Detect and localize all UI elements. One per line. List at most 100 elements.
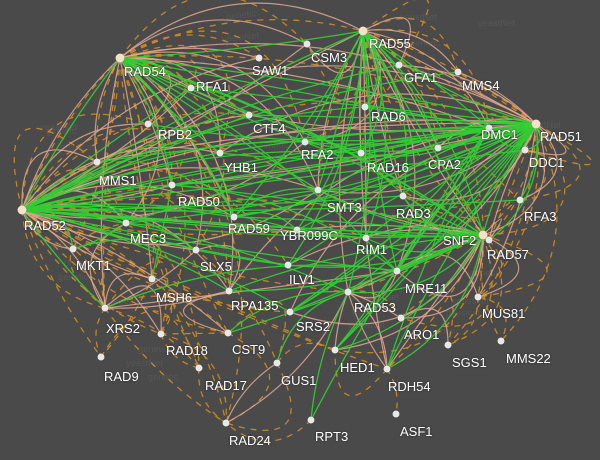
edge: [276, 291, 349, 364]
graph-node-rfa1[interactable]: [187, 84, 195, 92]
edge: [21, 64, 400, 211]
graph-node-rad3[interactable]: [399, 192, 407, 200]
edge: [101, 259, 153, 309]
graph-node-rfa2[interactable]: [301, 138, 309, 146]
edge: [457, 71, 537, 125]
graph-node-rpa135[interactable]: [225, 287, 233, 295]
graph-node-csm3[interactable]: [303, 40, 311, 48]
graph-node-rfa3[interactable]: [516, 196, 524, 204]
graph-node-rpb2[interactable]: [144, 120, 152, 128]
edge: [13, 127, 98, 211]
graph-node-asf1[interactable]: [392, 410, 400, 418]
graph-node-rad53[interactable]: [344, 288, 352, 296]
graph-node-snf2[interactable]: [478, 230, 488, 240]
edge: [219, 93, 537, 154]
graph-node-rad18[interactable]: [157, 330, 165, 338]
edge: [386, 234, 484, 370]
edge: [233, 188, 319, 218]
graph-node-mms4[interactable]: [454, 68, 462, 76]
edge: [119, 57, 490, 129]
edge: [119, 57, 490, 241]
edge: [69, 222, 127, 309]
graph-node-rim1[interactable]: [362, 234, 370, 242]
graph-node-cpa2[interactable]: [434, 144, 442, 152]
edge: [21, 146, 221, 211]
edge: [72, 248, 106, 309]
graph-node-msh6[interactable]: [148, 275, 156, 283]
graph-node-rad51[interactable]: [531, 119, 541, 129]
graph-node-cst9[interactable]: [224, 329, 232, 337]
edge: [171, 181, 235, 218]
edge: [104, 273, 153, 309]
edge: [227, 234, 484, 334]
edge: [21, 209, 367, 239]
graph-node-hed1[interactable]: [331, 346, 339, 354]
graph-node-mre11[interactable]: [393, 267, 401, 275]
edge: [477, 234, 548, 298]
graph-node-rad17[interactable]: [195, 364, 203, 372]
graph-node-smt3[interactable]: [314, 186, 322, 194]
edge: [334, 234, 484, 354]
graph-node-ctf4[interactable]: [245, 111, 253, 119]
graph-node-ilv1[interactable]: [284, 261, 292, 269]
edge: [21, 57, 121, 211]
graph-node-ybr099c[interactable]: [293, 226, 301, 234]
graph-node-rad16[interactable]: [357, 149, 365, 157]
edge: [104, 260, 169, 335]
graph-node-rad54[interactable]: [115, 53, 125, 63]
edge: [21, 209, 106, 309]
graph-node-gus1[interactable]: [273, 359, 281, 367]
graph-node-mms1[interactable]: [93, 158, 101, 166]
edge: [21, 87, 192, 211]
edge: [151, 184, 173, 280]
edge: [21, 113, 149, 211]
graph-node-rad6[interactable]: [361, 103, 369, 111]
graph-node-gfa1[interactable]: [395, 61, 403, 69]
edge: [125, 127, 490, 224]
edge: [524, 123, 593, 166]
edge: [482, 202, 516, 241]
graph-node-mkt1[interactable]: [69, 245, 77, 253]
graph-node-rad52[interactable]: [17, 205, 27, 215]
graph-node-xrs2[interactable]: [101, 304, 109, 312]
graph-node-mec3[interactable]: [122, 219, 130, 227]
graph-node-ddc1[interactable]: [521, 146, 529, 154]
graph-node-dmc1[interactable]: [485, 124, 493, 132]
edge: [89, 222, 127, 309]
edge: [477, 239, 503, 298]
graph-node-saw1[interactable]: [255, 54, 263, 62]
edge: [21, 71, 459, 211]
edge: [125, 222, 484, 238]
graph-node-rad9[interactable]: [97, 353, 105, 361]
graph-node-rad24[interactable]: [222, 419, 230, 427]
edge: [21, 209, 398, 272]
edge: [119, 57, 234, 292]
graph-node-sgs1[interactable]: [444, 341, 452, 349]
edge: [347, 291, 388, 370]
edge: [96, 122, 537, 163]
graph-node-rad57[interactable]: [485, 236, 493, 244]
edge: [100, 57, 121, 309]
graph-node-aro1[interactable]: [397, 314, 405, 322]
graph-node-slx5[interactable]: [192, 246, 200, 254]
edge: [104, 285, 162, 335]
edge: [119, 43, 537, 125]
graph-node-mus81[interactable]: [474, 293, 482, 301]
edge: [21, 142, 319, 211]
graph-node-rpt3[interactable]: [307, 416, 315, 424]
graph-node-mms22[interactable]: [497, 337, 505, 345]
edge: [21, 209, 162, 335]
edge: [119, 44, 231, 154]
edge: [304, 30, 369, 143]
edge: [360, 127, 490, 157]
graph-node-yhb1[interactable]: [216, 149, 224, 157]
graph-node-rad55[interactable]: [358, 26, 368, 36]
graph-node-rdh54[interactable]: [383, 365, 391, 373]
edge: [304, 141, 484, 236]
graph-node-rad59[interactable]: [230, 213, 238, 221]
edge: [104, 307, 227, 424]
graph-node-srs2[interactable]: [286, 308, 294, 316]
graph-node-rad50[interactable]: [168, 181, 176, 189]
